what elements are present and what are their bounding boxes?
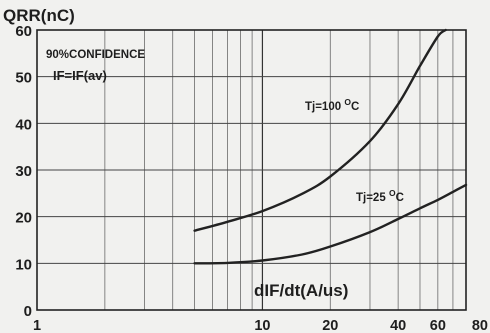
annotation-if: IF=IF(av): [53, 68, 107, 83]
series-label-tj25-unit: C: [396, 192, 404, 204]
y-tick-label-20: 20: [15, 210, 32, 227]
x-tick-label-40: 40: [390, 318, 406, 333]
x-tick-labels: 1 10 20 40 60 80: [33, 318, 488, 333]
x-tick-label-60: 60: [430, 318, 446, 333]
plot-frame: [36, 29, 467, 311]
major-grid: [37, 30, 466, 310]
y-tick-label-0: 0: [24, 303, 32, 320]
x-tick-label-1: 1: [33, 318, 41, 333]
y-axis-label: QRR(nC): [3, 6, 75, 25]
series-label-tj100-unit: C: [351, 101, 359, 113]
series-label-tj100-sup: O: [344, 97, 351, 107]
y-tick-label-50: 50: [15, 70, 32, 87]
y-tick-labels: 0 10 20 30 40 50 60: [15, 23, 32, 320]
series-label-tj100: Tj=100 OC: [305, 97, 359, 113]
series-line-tj25: [193, 183, 468, 265]
curves: [193, 28, 468, 265]
x-axis-label: dIF/dt(A/us): [254, 281, 348, 300]
x-tick-label-20: 20: [322, 318, 338, 333]
x-tick-label-10: 10: [254, 318, 270, 333]
y-tick-label-40: 40: [15, 116, 32, 133]
series-label-tj25: Tj=25 OC: [356, 188, 404, 204]
y-tick-label-10: 10: [15, 256, 32, 273]
x-tick-label-80: 80: [472, 318, 488, 333]
y-tick-label-60: 60: [15, 23, 32, 40]
series-line-tj100: [193, 28, 447, 232]
series-label-tj25-sup: O: [389, 188, 396, 198]
y-tick-label-30: 30: [15, 163, 32, 180]
annotation-confidence: 90%CONFIDENCE: [46, 49, 145, 61]
series-label-tj100-base: Tj=100: [305, 101, 344, 113]
series-label-tj25-base: Tj=25: [356, 192, 389, 204]
